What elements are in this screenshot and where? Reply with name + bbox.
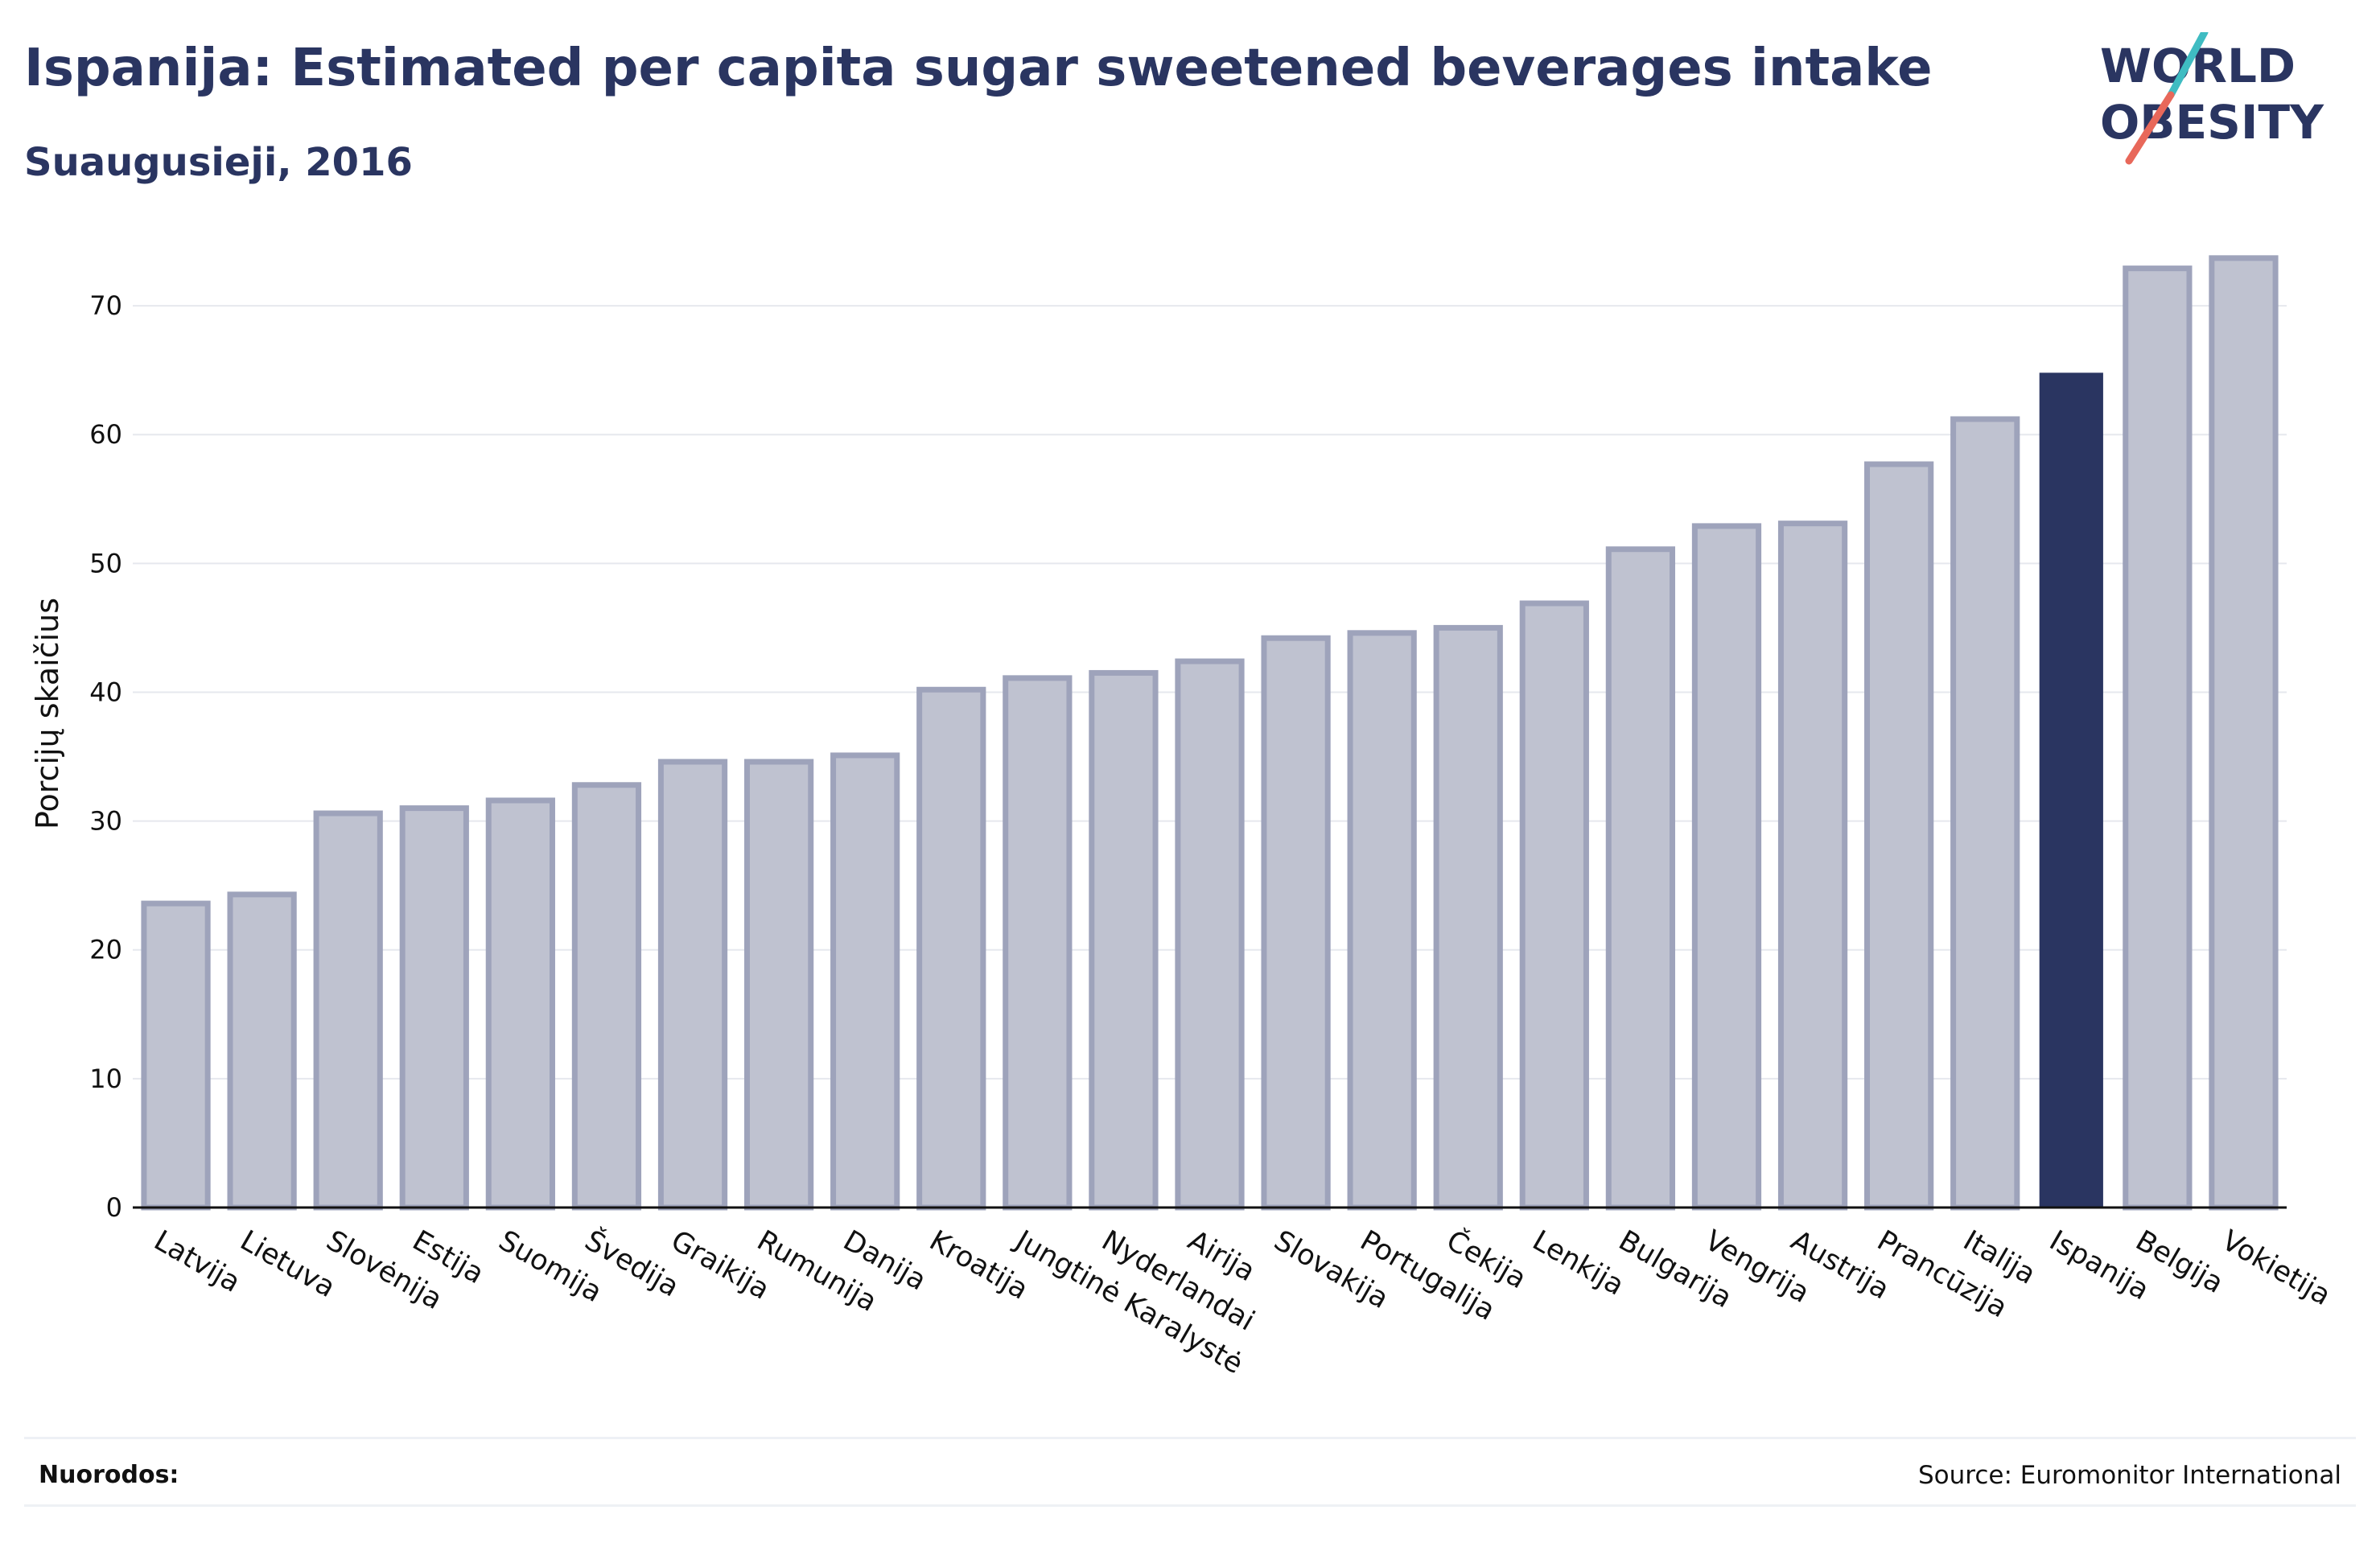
bar-2 — [227, 891, 297, 1211]
bar-chart: 0 10 20 30 40 50 60 70 LatvijaLietuvaSlovėnijaE… — [30, 255, 2336, 1380]
y-tick-label: 10 — [89, 1064, 122, 1094]
bar-23 — [2039, 372, 2103, 1208]
bar-20 — [1777, 520, 1848, 1211]
bar-17 — [1519, 600, 1589, 1211]
x-tick-label: Vokietija — [2216, 1224, 2336, 1312]
footer-divider-top — [24, 1437, 2356, 1439]
references-label: Nuorodos: — [39, 1461, 179, 1489]
x-tick-label: Lenkija — [1527, 1224, 1629, 1302]
y-tick-label: 40 — [89, 677, 122, 707]
bar-24 — [2123, 265, 2193, 1211]
logo-slash-teal — [2167, 32, 2209, 99]
bar-12 — [1089, 669, 1159, 1211]
y-tick-label: 0 — [106, 1192, 122, 1223]
chart-subtitle: Suaugusieji, 2016 — [24, 140, 413, 185]
y-tick-label: 70 — [89, 290, 122, 321]
world-obesity-logo: WORLD OBESITY — [2100, 32, 2324, 165]
bar-10 — [916, 686, 986, 1211]
bar-13 — [1175, 658, 1245, 1211]
footer-divider-bottom — [24, 1504, 2356, 1507]
bar-15 — [1347, 630, 1417, 1211]
y-tick-label: 60 — [89, 419, 122, 450]
x-tick-label: Graikija — [665, 1224, 775, 1306]
bar-9 — [830, 752, 900, 1211]
bar-25 — [2209, 255, 2279, 1211]
bar-21 — [1864, 461, 1934, 1211]
y-tick-label: 30 — [89, 806, 122, 837]
bars — [141, 255, 2279, 1211]
bar-1 — [141, 900, 211, 1211]
bar-22 — [1950, 416, 2020, 1211]
x-tick-label: Ispanija — [2044, 1224, 2154, 1306]
source-text: Source: Euromonitor International — [1917, 1461, 2341, 1490]
y-tick-label: 50 — [89, 548, 122, 578]
y-axis-label: Porcijų skaičius — [30, 598, 65, 829]
bar-16 — [1433, 624, 1503, 1211]
bar-6 — [571, 782, 642, 1211]
bar-19 — [1691, 523, 1762, 1211]
logo-text-line2: OBESITY — [2100, 95, 2324, 150]
y-tick-label: 20 — [89, 935, 122, 965]
bar-5 — [485, 797, 555, 1211]
x-tick-label: Lietuva — [235, 1224, 341, 1304]
bar-14 — [1261, 635, 1331, 1211]
x-tick-label: Kroatija — [924, 1224, 1033, 1306]
bar-18 — [1605, 546, 1676, 1211]
bar-4 — [399, 805, 469, 1211]
logo-slash-coral — [2125, 91, 2175, 165]
x-tick-label: Latvija — [149, 1224, 246, 1299]
bar-7 — [657, 759, 728, 1211]
bar-11 — [1003, 675, 1073, 1211]
chart-title: Ispanija: Estimated per capita sugar swe… — [24, 39, 1933, 98]
bar-8 — [743, 759, 814, 1211]
bar-3 — [313, 810, 383, 1211]
y-axis: 0 10 20 30 40 50 60 70 — [89, 290, 122, 1223]
